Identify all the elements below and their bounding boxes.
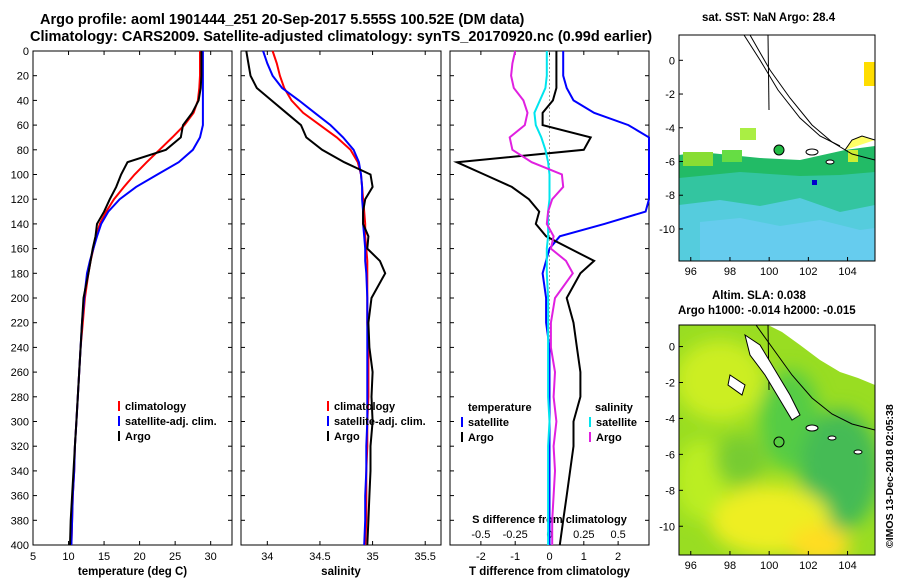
map-x-tick-label: 104: [838, 266, 856, 278]
y-tick-label: 220: [11, 318, 29, 330]
map-y-tick-label: 0: [669, 342, 675, 354]
series-line-temperature-argo: [453, 51, 596, 546]
map-x-tick-label: 96: [685, 266, 697, 278]
y-tick-label: 240: [11, 342, 29, 354]
map-y-tick-label: 0: [669, 55, 675, 67]
y-tick-label: 360: [11, 491, 29, 503]
legend-item: Argo: [596, 432, 622, 444]
map-y-tick-label: -2: [665, 378, 675, 390]
plot-subtitle: Climatology: CARS2009. Satellite-adjuste…: [30, 29, 653, 45]
map-y-tick-label: -6: [665, 156, 675, 168]
x-tick-label: 20: [133, 551, 145, 563]
x-tick-label: -2: [476, 551, 486, 563]
map-x-tick-label: 104: [838, 560, 856, 572]
temperature-panel: 0 20 40 60 80 100 120 140 160 180 200 220 240 260 280 3…: [11, 46, 233, 578]
legend-item: Argo: [334, 431, 360, 443]
legend-item: satellite-adj. clim.: [334, 416, 426, 428]
map-x-tick-label: 96: [685, 560, 697, 572]
y-tick-label: 100: [11, 170, 29, 182]
y-tick-label: 80: [17, 145, 29, 157]
diff-legend: temperature salinity satellite Argo satellit…: [461, 402, 637, 444]
legend-item: climatology: [334, 401, 396, 413]
x-tick-label: 25: [169, 551, 181, 563]
legend-title-temperature: temperature: [468, 402, 532, 414]
y-tick-label: 380: [11, 515, 29, 527]
legend-item: Argo: [125, 431, 151, 443]
legend-item: climatology: [125, 401, 187, 413]
x-axis-label: salinity: [321, 566, 361, 578]
legend-item: satellite: [596, 417, 637, 429]
map-y-tick-label: -2: [665, 89, 675, 101]
map-x-tick-label: 98: [724, 560, 736, 572]
map-x-tick-label: 102: [799, 266, 817, 278]
y-tick-label: 160: [11, 244, 29, 256]
x-tick-label: 34.5: [309, 551, 330, 563]
y-tick-label: 340: [11, 466, 29, 478]
legend-title-salinity: salinity: [595, 402, 634, 414]
y-tick-label: 400: [11, 540, 29, 552]
map-y-tick-label: -6: [665, 449, 675, 461]
map-y-tick-label: -4: [665, 123, 675, 135]
y-tick-label: 180: [11, 268, 29, 280]
x-tick-label: 5: [30, 551, 36, 563]
map-y-tick-label: -8: [665, 190, 675, 202]
s-tick-label: 0.25: [573, 529, 594, 541]
s-tick-label: -0.25: [503, 529, 528, 541]
y-tick-label: 140: [11, 219, 29, 231]
sla-map: [678, 324, 876, 556]
x-tick-label: -1: [510, 551, 520, 563]
s-tick-label: 0.5: [610, 529, 625, 541]
y-tick-label: 320: [11, 441, 29, 453]
y-tick-label: 60: [17, 120, 29, 132]
sla-map-title: Altim. SLA: 0.038: [712, 290, 806, 302]
series-line-argo: [69, 51, 203, 546]
sst-map: [678, 34, 876, 262]
x-tick-label: 1: [581, 551, 587, 563]
s-tick-label: -0.5: [471, 529, 490, 541]
map-x-tick-label: 102: [799, 560, 817, 572]
y-tick-label: 0: [23, 46, 29, 58]
x-tick-label: 10: [62, 551, 74, 563]
map-x-tick-label: 100: [760, 560, 778, 572]
plot-frame: [240, 50, 442, 546]
legend: climatology satellite-adj. clim. Argo: [118, 401, 217, 443]
x-tick-label: 30: [205, 551, 217, 563]
y-tick-label: 260: [11, 367, 29, 379]
y-tick-label: 280: [11, 392, 29, 404]
plot-title: Argo profile: aoml 1901444_251 20-Sep-20…: [40, 12, 525, 28]
salinity-panel: 34 34.5 35 35.5 salinity climatology satellite…: [240, 50, 442, 578]
sla-map-heights: Argo h1000: -0.014 h2000: -0.015: [678, 305, 856, 317]
map-y-tick-label: -10: [659, 521, 675, 533]
y-tick-label: 40: [17, 95, 29, 107]
plot-frame: [32, 50, 233, 546]
legend: climatology satellite-adj. clim. Argo: [327, 401, 426, 443]
x-tick-label: 2: [615, 551, 621, 563]
y-tick-label: 20: [17, 71, 29, 83]
map-y-tick-label: -4: [665, 413, 675, 425]
sst-map-title: sat. SST: NaN Argo: 28.4: [702, 12, 836, 24]
map-x-tick-label: 98: [724, 266, 736, 278]
map-y-tick-label: -10: [659, 224, 675, 236]
series-line-salinity-satellite: [533, 51, 551, 545]
series-line-salinity-argo: [508, 50, 574, 545]
x-tick-label: 34: [261, 551, 273, 563]
series-line-argo: [245, 50, 387, 546]
legend-item: satellite-adj. clim.: [125, 416, 217, 428]
x-axis-label: T difference from climatology: [469, 566, 631, 578]
x-axis-label: temperature (deg C): [78, 566, 187, 578]
y-tick-label: 120: [11, 194, 29, 206]
map-x-tick-label: 100: [760, 266, 778, 278]
series-line-satellite-adj-clim-: [262, 50, 369, 546]
y-tick-label: 200: [11, 293, 29, 305]
y-tick-label: 300: [11, 417, 29, 429]
map-y-tick-label: -8: [665, 485, 675, 497]
x-tick-label: 35: [366, 551, 378, 563]
legend-item: Argo: [468, 432, 494, 444]
x-tick-label: 15: [98, 551, 110, 563]
legend-item: satellite: [468, 417, 509, 429]
x-tick-label: 35.5: [414, 551, 435, 563]
x-tick-label: 0: [546, 551, 552, 563]
